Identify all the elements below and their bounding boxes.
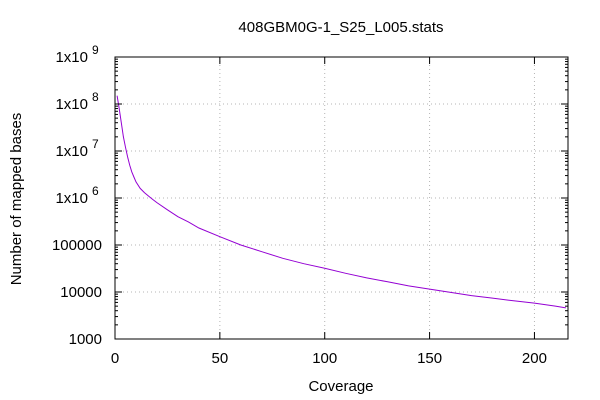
y-tick-label-base: 1x10 bbox=[55, 143, 88, 160]
grid-lines bbox=[115, 57, 568, 339]
y-tick-label-base: 1x10 bbox=[55, 49, 88, 66]
y-tick-label: 1x10 6 bbox=[55, 184, 99, 207]
y-tick-label: 10000 bbox=[60, 284, 102, 301]
x-tick-label: 50 bbox=[212, 350, 229, 367]
x-tick-label: 100 bbox=[312, 350, 337, 367]
y-tick-label: 1x10 9 bbox=[55, 43, 99, 66]
tick-marks bbox=[114, 56, 568, 340]
x-tick-label: 150 bbox=[417, 350, 442, 367]
y-tick-label: 100000 bbox=[52, 237, 102, 254]
plot-frame bbox=[114, 56, 569, 340]
y-tick-label-exponent: 9 bbox=[92, 43, 99, 57]
x-axis-label: Coverage bbox=[308, 378, 373, 395]
y-tick-label-exponent: 8 bbox=[92, 90, 99, 104]
y-tick-label-base: 1x10 bbox=[55, 190, 88, 207]
x-tick-label: 0 bbox=[111, 350, 119, 367]
y-tick-label-exponent: 7 bbox=[92, 137, 99, 151]
y-tick-labels: 1000 10000 100000 1x10 6 1x10 7 1x10 8 1x10 9 bbox=[52, 43, 102, 348]
y-tick-label-base: 1x10 bbox=[55, 96, 88, 113]
y-tick-label: 1000 bbox=[69, 331, 102, 348]
y-tick-label: 1x10 8 bbox=[55, 90, 99, 113]
series-line-mapped-bases bbox=[116, 95, 566, 309]
x-tick-labels: 0 50 100 150 200 bbox=[111, 350, 547, 367]
y-axis-label: Number of mapped bases bbox=[8, 113, 25, 286]
y-tick-label-exponent: 6 bbox=[92, 184, 99, 198]
y-tick-label: 1x10 7 bbox=[55, 137, 99, 160]
x-tick-label: 200 bbox=[522, 350, 547, 367]
series-layer bbox=[116, 95, 566, 309]
chart-title: 408GBM0G-1_S25_L005.stats bbox=[238, 19, 443, 36]
